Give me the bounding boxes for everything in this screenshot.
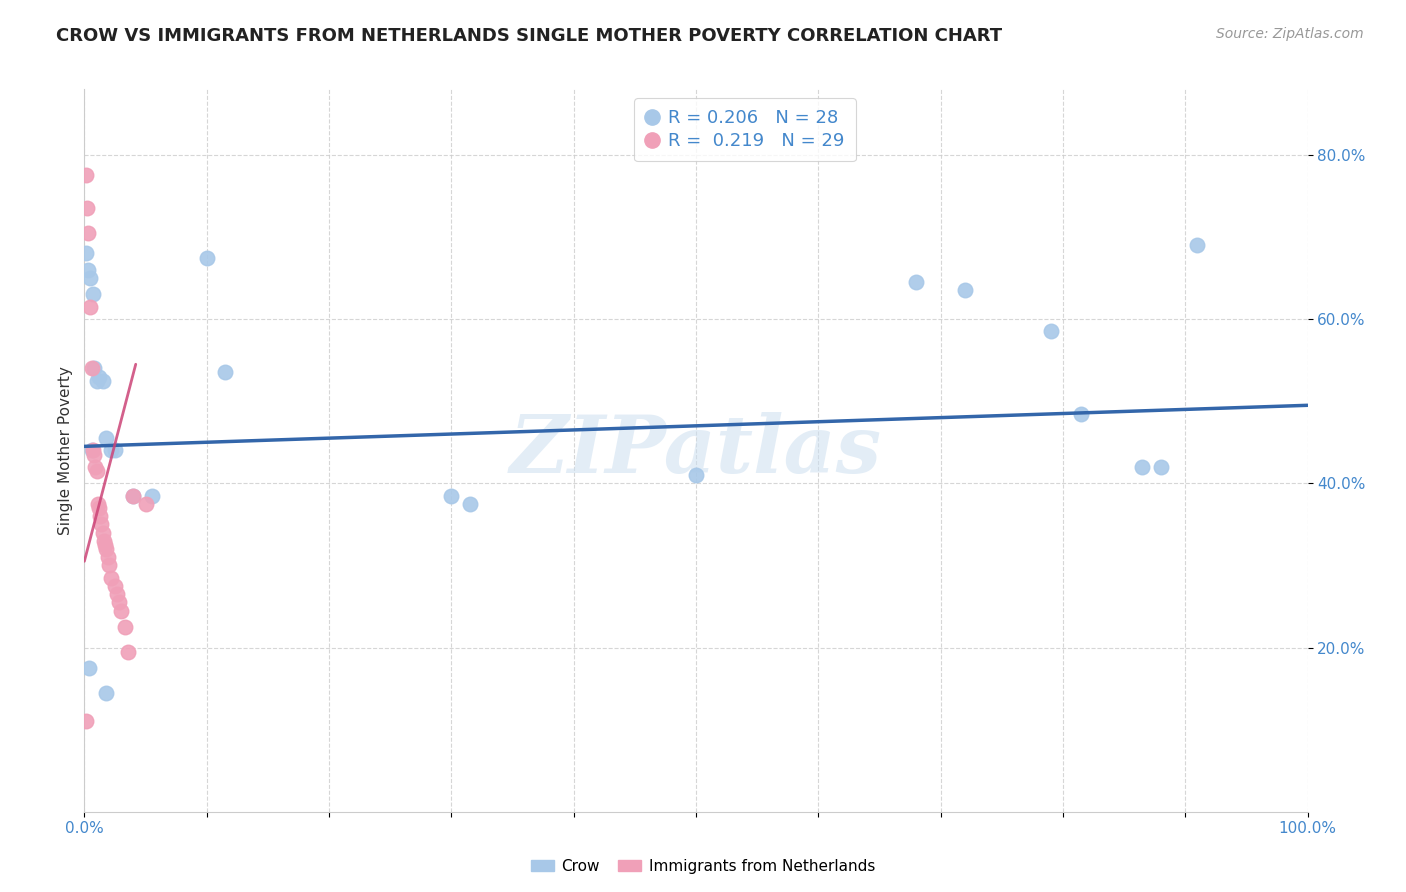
Point bbox=[77, 226, 100, 240]
Point bbox=[80, 361, 103, 376]
Point bbox=[94, 538, 117, 552]
Point bbox=[87, 500, 110, 515]
Legend: Crow, Immigrants from Netherlands: Crow, Immigrants from Netherlands bbox=[524, 853, 882, 880]
Point bbox=[104, 443, 127, 458]
Point bbox=[82, 287, 104, 301]
Point bbox=[86, 374, 108, 388]
Point bbox=[685, 468, 707, 483]
Point bbox=[96, 431, 118, 445]
Point bbox=[77, 661, 100, 675]
Point bbox=[77, 262, 100, 277]
Point bbox=[1039, 325, 1062, 339]
Point bbox=[953, 284, 976, 298]
Point bbox=[214, 366, 236, 380]
Point bbox=[110, 603, 132, 617]
Point bbox=[458, 497, 481, 511]
Text: CROW VS IMMIGRANTS FROM NETHERLANDS SINGLE MOTHER POVERTY CORRELATION CHART: CROW VS IMMIGRANTS FROM NETHERLANDS SING… bbox=[56, 27, 1002, 45]
Point bbox=[117, 645, 139, 659]
Point bbox=[1150, 459, 1173, 474]
Text: ZIPatlas: ZIPatlas bbox=[510, 412, 882, 489]
Point bbox=[89, 509, 111, 524]
Point bbox=[79, 271, 101, 285]
Text: Source: ZipAtlas.com: Source: ZipAtlas.com bbox=[1216, 27, 1364, 41]
Point bbox=[86, 464, 108, 478]
Point bbox=[82, 443, 104, 458]
Point bbox=[195, 251, 218, 265]
Legend: R = 0.206   N = 28, R =  0.219   N = 29: R = 0.206 N = 28, R = 0.219 N = 29 bbox=[634, 98, 856, 161]
Point bbox=[76, 201, 98, 215]
Point bbox=[440, 489, 463, 503]
Point bbox=[1070, 407, 1092, 421]
Point bbox=[104, 579, 127, 593]
Point bbox=[905, 275, 928, 289]
Point bbox=[83, 448, 105, 462]
Point bbox=[114, 620, 136, 634]
Point bbox=[105, 587, 128, 601]
Point bbox=[91, 525, 114, 540]
Point bbox=[79, 300, 101, 314]
Point bbox=[135, 497, 157, 511]
Point bbox=[1187, 238, 1209, 252]
Point bbox=[141, 489, 163, 503]
Point bbox=[91, 374, 114, 388]
Point bbox=[107, 595, 129, 609]
Point bbox=[96, 541, 118, 556]
Point bbox=[83, 361, 105, 376]
Point bbox=[96, 686, 118, 700]
Point bbox=[122, 489, 145, 503]
Point bbox=[100, 571, 122, 585]
Point bbox=[75, 246, 97, 260]
Point bbox=[87, 369, 110, 384]
Point bbox=[75, 714, 97, 729]
Y-axis label: Single Mother Poverty: Single Mother Poverty bbox=[58, 366, 73, 535]
Point bbox=[100, 443, 122, 458]
Point bbox=[97, 558, 120, 573]
Point bbox=[93, 533, 115, 548]
Point bbox=[84, 459, 107, 474]
Point bbox=[90, 517, 112, 532]
Point bbox=[80, 443, 103, 458]
Point bbox=[87, 497, 110, 511]
Point bbox=[75, 169, 97, 183]
Point bbox=[1132, 459, 1154, 474]
Point bbox=[122, 489, 145, 503]
Point bbox=[97, 550, 120, 565]
